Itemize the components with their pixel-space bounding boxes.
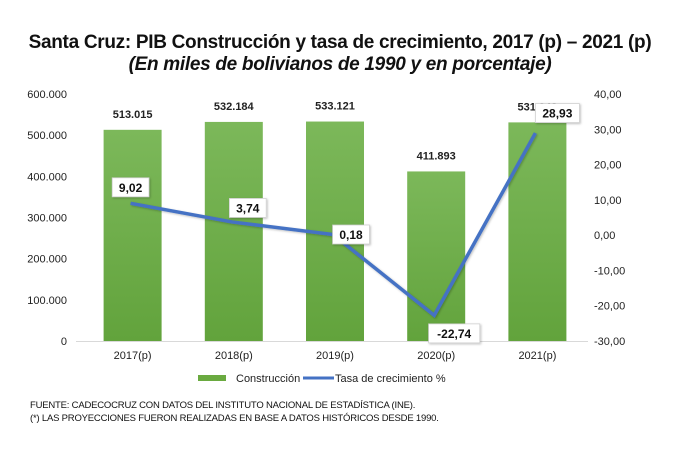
- label-text: 0,18: [339, 228, 363, 242]
- right-tick-label: 10,00: [594, 195, 622, 207]
- source-notes: FUENTE: CADECOCRUZ CON DATOS DEL INSTITU…: [30, 399, 439, 425]
- bar: [204, 121, 263, 341]
- bar-value-label: 411.893: [417, 150, 456, 162]
- x-axis: 2017(p) 2018(p) 2019(p) 2020(p) 2021(p): [114, 350, 557, 362]
- label-text: 9,02: [119, 181, 143, 195]
- x-tick-label: 2019(p): [316, 350, 354, 362]
- left-tick-label: 600.000: [27, 89, 67, 101]
- left-tick-label: 100.000: [27, 295, 67, 307]
- label-text: -22,74: [437, 327, 471, 341]
- line-labels: 9,02 3,74 0,18 -22,74 28,93: [111, 103, 580, 344]
- right-tick-label: -10,00: [594, 265, 625, 277]
- x-tick-label: 2021(p): [518, 350, 556, 362]
- label-box: [428, 323, 481, 344]
- label-box: [535, 103, 580, 123]
- projection-note: (*) LAS PROYECCIONES FUERON REALIZADAS E…: [30, 413, 439, 424]
- line-value-label: 9,02: [111, 177, 150, 198]
- label-box: [228, 198, 267, 218]
- right-tick-label: -20,00: [594, 301, 625, 313]
- x-tick-label: 2017(p): [114, 350, 152, 362]
- line-value-label: 0,18: [332, 224, 370, 245]
- right-tick-label: 20,00: [594, 160, 622, 172]
- source-note: FUENTE: CADECOCRUZ CON DATOS DEL INSTITU…: [30, 400, 416, 411]
- right-axis: -30,00 -20,00 -10,00 0,00 10,00 20,00 30,00 40,…: [594, 89, 625, 348]
- legend-swatch-construccion: [198, 375, 226, 381]
- bar-value-label: 532.184: [214, 101, 255, 113]
- x-tick-label: 2020(p): [417, 350, 455, 362]
- chart: 0 100.000 200.000 300.000 400.000 500.000 600.…: [27, 89, 625, 385]
- label-text: 28,93: [542, 107, 572, 121]
- left-axis: 0 100.000 200.000 300.000 400.000 500.000 600.…: [27, 89, 67, 348]
- line-value-label: -22,74: [428, 323, 481, 344]
- line-value-label: 3,74: [228, 198, 267, 218]
- bar: [407, 171, 466, 341]
- bar: [103, 129, 162, 341]
- chart-title: Santa Cruz: PIB Construcción y tasa de c…: [28, 32, 652, 53]
- right-tick-label: 30,00: [594, 124, 622, 136]
- left-tick-label: 500.000: [27, 130, 67, 142]
- right-tick-label: 40,00: [594, 89, 622, 101]
- bar-value-label: 513.015: [113, 109, 153, 121]
- label-box: [332, 224, 370, 245]
- x-tick-label: 2018(p): [215, 350, 253, 362]
- legend: Construcción Tasa de crecimiento %: [198, 373, 446, 385]
- left-tick-label: 0: [61, 336, 67, 348]
- legend-label-tasa: Tasa de crecimiento %: [335, 373, 446, 385]
- left-tick-label: 200.000: [27, 254, 67, 266]
- bar: [508, 122, 567, 341]
- bar-value-label: 533.121: [315, 101, 355, 113]
- chart-subtitle: (En miles de bolivianos de 1990 y en por…: [128, 54, 552, 75]
- right-tick-label: 0,00: [594, 230, 615, 242]
- label-text: 3,74: [236, 201, 260, 215]
- left-tick-label: 400.000: [27, 171, 67, 183]
- legend-label-construccion: Construcción: [236, 373, 300, 385]
- right-tick-label: -30,00: [594, 336, 625, 348]
- left-tick-label: 300.000: [27, 213, 67, 225]
- line-value-label: 28,93: [535, 103, 580, 123]
- label-box: [111, 177, 150, 198]
